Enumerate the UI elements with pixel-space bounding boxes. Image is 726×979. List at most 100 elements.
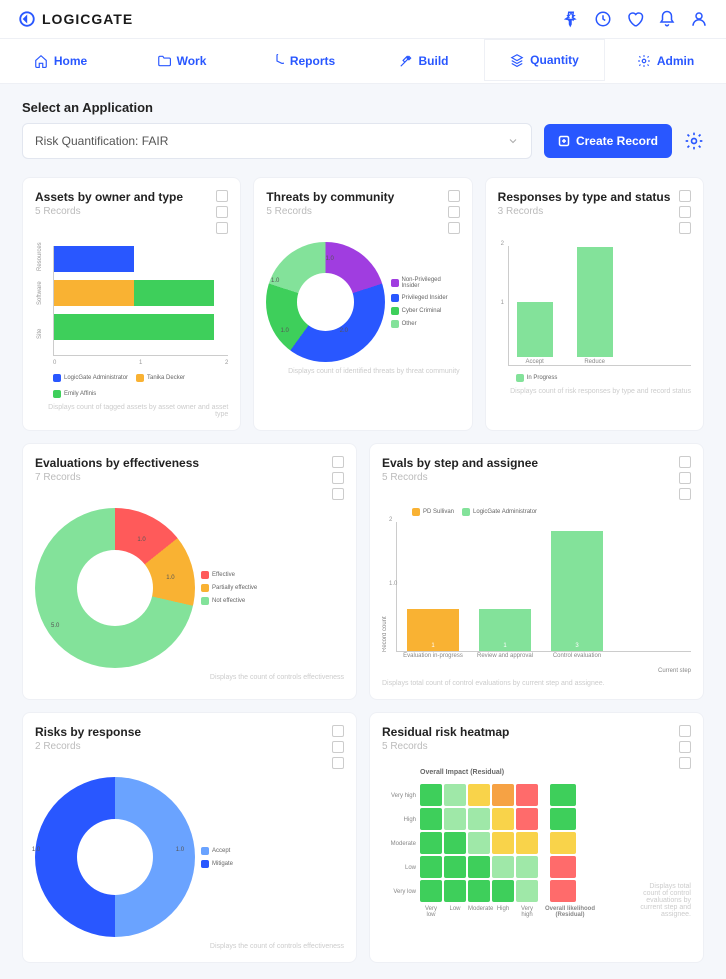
evals-y-label: Record count (382, 522, 388, 652)
tools-icon (399, 54, 413, 68)
heat-cell (420, 784, 442, 806)
card-sub: 5 Records (266, 206, 394, 217)
heat-cell (444, 808, 466, 830)
heat-cell (468, 880, 490, 902)
evals-x-label: Current step (382, 668, 691, 674)
download-icon[interactable] (332, 741, 344, 753)
settings-icon[interactable] (684, 131, 704, 151)
application-select[interactable]: Risk Quantification: FAIR (22, 123, 532, 159)
legend-item: LogicGate Administrator (462, 508, 537, 516)
bar-row: Resources (54, 246, 228, 272)
evals-eff-donut: 1.01.05.0 (35, 508, 195, 668)
card-title: Evals by step and assignee (382, 456, 538, 470)
heatmap-x-labels: Very lowLowModerateHighVery highOverall … (420, 906, 631, 918)
tab-reports[interactable]: Reports (242, 39, 363, 83)
tab-home[interactable]: Home (0, 39, 121, 83)
grid-icon[interactable] (679, 757, 691, 769)
card-sub: 5 Records (35, 206, 183, 217)
header: LOGICGATE (0, 0, 726, 39)
bar-row: Site (54, 314, 228, 340)
folder-icon (157, 54, 171, 68)
pin-icon[interactable] (562, 10, 580, 28)
tab-label: Admin (657, 54, 694, 68)
expand-icon[interactable] (332, 456, 344, 468)
grid-icon[interactable] (448, 222, 460, 234)
expand-icon[interactable] (332, 725, 344, 737)
card-foot: Displays total count of control evaluati… (382, 680, 691, 687)
heat-cell (420, 856, 442, 878)
card-foot: Displays count of tagged assets by asset… (35, 404, 228, 418)
grid-icon[interactable] (216, 222, 228, 234)
grid-icon[interactable] (679, 222, 691, 234)
expand-icon[interactable] (679, 725, 691, 737)
layers-icon (510, 53, 524, 67)
bar-seg (134, 314, 214, 340)
card-evals-eff: Evaluations by effectiveness 7 Records 1… (22, 443, 357, 700)
pie-icon (270, 54, 284, 68)
card-title: Residual risk heatmap (382, 725, 509, 739)
legend-item: In Progress (516, 374, 558, 382)
create-record-label: Create Record (576, 134, 658, 148)
tab-admin[interactable]: Admin (605, 39, 726, 83)
heat-cell (516, 784, 538, 806)
heat-cell (468, 784, 490, 806)
legend-item: Mitigate (201, 860, 233, 868)
download-icon[interactable] (332, 472, 344, 484)
heat-summary-cell (550, 832, 576, 854)
tab-work[interactable]: Work (121, 39, 242, 83)
threats-legend: Non-Privileged Insider Privileged Insider… (391, 277, 460, 328)
header-icons (562, 10, 708, 28)
tab-build[interactable]: Build (363, 39, 484, 83)
legend-item: Non-Privileged Insider (391, 277, 460, 289)
user-icon[interactable] (690, 10, 708, 28)
tab-label: Work (177, 54, 207, 68)
heat-cell (516, 808, 538, 830)
heat-row (420, 856, 538, 878)
heat-row (420, 880, 538, 902)
bell-icon[interactable] (658, 10, 676, 28)
card-foot: Displays the count of controls effective… (35, 943, 344, 950)
download-icon[interactable] (679, 741, 691, 753)
card-title: Evaluations by effectiveness (35, 456, 199, 470)
heart-icon[interactable] (626, 10, 644, 28)
download-icon[interactable] (448, 206, 460, 218)
grid-icon[interactable] (679, 488, 691, 500)
card-evals-step: Evals by step and assignee 5 Records PD … (369, 443, 704, 700)
grid-icon[interactable] (332, 488, 344, 500)
grid-icon[interactable] (332, 757, 344, 769)
download-icon[interactable] (679, 472, 691, 484)
download-icon[interactable] (679, 206, 691, 218)
responses-chart: 12AcceptReduce (508, 246, 691, 366)
heatmap-grid (420, 784, 538, 904)
bar: 3Control evaluation (551, 531, 603, 651)
card-sub: 5 Records (382, 741, 509, 752)
card-sub: 7 Records (35, 472, 199, 483)
evals-step-chart: 1.021Evaluation in-progress1Review and a… (396, 522, 691, 652)
risks-legend: AcceptMitigate (201, 847, 233, 868)
heat-cell (516, 880, 538, 902)
expand-icon[interactable] (216, 190, 228, 202)
expand-icon[interactable] (679, 190, 691, 202)
heat-row (420, 832, 538, 854)
legend-item: Privileged Insider (391, 294, 460, 302)
download-icon[interactable] (216, 206, 228, 218)
heat-cell (468, 856, 490, 878)
heat-cell (444, 784, 466, 806)
expand-icon[interactable] (448, 190, 460, 202)
card-title: Threats by community (266, 190, 394, 204)
page-body: Select an Application Risk Quantificatio… (0, 84, 726, 979)
legend-item: Effective (201, 571, 257, 579)
brand-text: LOGICGATE (42, 11, 133, 27)
heat-cell (468, 808, 490, 830)
expand-icon[interactable] (679, 456, 691, 468)
history-icon[interactable] (594, 10, 612, 28)
heat-cell (492, 856, 514, 878)
evals-step-legend: PD SullivanLogicGate Administrator (412, 508, 691, 516)
heat-summary-cell (550, 856, 576, 878)
card-foot: Displays the count of controls effective… (35, 674, 344, 681)
risks-donut: 1.01.0 (35, 777, 195, 937)
create-record-button[interactable]: Create Record (544, 124, 672, 158)
tab-quantity[interactable]: Quantity (484, 39, 605, 83)
card-grid-row3: Risks by response 2 Records 1.01.0 Accep… (22, 712, 704, 963)
tab-label: Home (54, 54, 87, 68)
